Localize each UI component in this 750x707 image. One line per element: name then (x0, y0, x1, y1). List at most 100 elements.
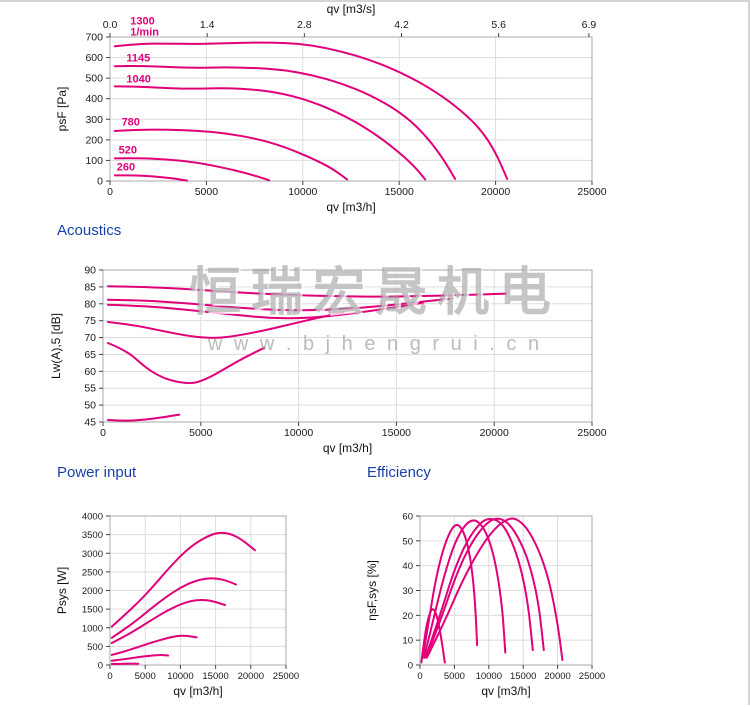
svg-text:80: 80 (84, 298, 96, 310)
curve-1300 (108, 286, 506, 296)
svg-text:20000: 20000 (238, 671, 264, 682)
svg-text:100: 100 (85, 155, 103, 167)
svg-text:300: 300 (85, 114, 103, 126)
curve-520 (115, 158, 269, 180)
svg-text:60: 60 (84, 366, 96, 378)
svg-text:0: 0 (408, 661, 413, 672)
svg-text:200: 200 (85, 134, 103, 146)
svg-text:15000: 15000 (382, 427, 411, 439)
svg-text:25000: 25000 (577, 427, 606, 439)
svg-text:Psys [W]: Psys [W] (55, 567, 69, 614)
svg-text:30: 30 (402, 586, 413, 597)
svg-text:700: 700 (85, 32, 103, 44)
svg-text:Lw(A),5 [dB]: Lw(A),5 [dB] (49, 313, 63, 379)
curve-label-1145: 1145 (126, 52, 150, 64)
svg-text:0: 0 (100, 427, 106, 439)
svg-text:50: 50 (84, 400, 96, 412)
svg-text:500: 500 (85, 73, 103, 85)
acoustics-chart: 0 5000 10000 15000 20000 25000 45 50 55 60 65 70 75 8… (0, 252, 750, 460)
svg-text:20000: 20000 (481, 186, 510, 198)
svg-text:2.8: 2.8 (297, 19, 312, 31)
svg-text:10000: 10000 (284, 427, 313, 439)
svg-text:1500: 1500 (82, 605, 103, 616)
svg-text:20: 20 (402, 611, 413, 622)
svg-text:5000: 5000 (135, 671, 156, 682)
curve-label-780: 780 (122, 116, 140, 128)
svg-text:0: 0 (417, 671, 422, 682)
svg-text:3000: 3000 (82, 549, 103, 560)
curve-780 (108, 313, 344, 338)
svg-text:0: 0 (107, 186, 113, 198)
svg-text:25000: 25000 (273, 671, 299, 682)
curve-1040 (108, 303, 423, 318)
curve-1300 (112, 533, 255, 627)
svg-text:5000: 5000 (444, 671, 465, 682)
svg-text:70: 70 (84, 332, 96, 344)
svg-text:2000: 2000 (82, 586, 103, 597)
svg-text:0.0: 0.0 (103, 19, 118, 31)
svg-text:0: 0 (97, 176, 103, 188)
svg-text:2500: 2500 (82, 567, 103, 578)
svg-text:90: 90 (84, 265, 96, 277)
svg-text:1.4: 1.4 (200, 19, 215, 31)
svg-text:20000: 20000 (480, 427, 509, 439)
curve-1145 (426, 519, 544, 658)
svg-text:50: 50 (402, 536, 413, 547)
svg-text:6.9: 6.9 (582, 19, 597, 31)
curve-520 (112, 655, 168, 661)
svg-text:15000: 15000 (510, 671, 536, 682)
svg-text:25000: 25000 (579, 671, 605, 682)
svg-text:4000: 4000 (82, 512, 103, 523)
power-chart: 0 5000 10000 15000 20000 25000 0 500 1000 1500 200… (0, 499, 330, 707)
curve-780 (115, 130, 347, 180)
svg-text:psF [Pa]: psF [Pa] (55, 87, 69, 132)
efficiency-chart: 0 5000 10000 15000 20000 25000 0 10 20 30 40 50 60 qv… (330, 499, 660, 707)
svg-text:20000: 20000 (544, 671, 570, 682)
curve-260 (108, 415, 179, 421)
svg-text:5000: 5000 (195, 186, 219, 198)
pressure-chart: 0 5000 10000 15000 20000 25000 0 100 200 300 400 50… (0, 2, 750, 220)
svg-text:ηsF,sys [%]: ηsF,sys [%] (365, 560, 379, 621)
svg-text:10000: 10000 (476, 671, 502, 682)
svg-text:10000: 10000 (167, 671, 193, 682)
curve-label-1040: 1040 (126, 73, 150, 85)
svg-text:5.6: 5.6 (491, 19, 506, 31)
svg-text:qv [m3/h]: qv [m3/h] (326, 200, 375, 214)
section-title-efficiency: Efficiency (367, 464, 431, 481)
svg-text:65: 65 (84, 349, 96, 361)
svg-text:400: 400 (85, 93, 103, 105)
svg-text:75: 75 (84, 315, 96, 327)
svg-text:0: 0 (98, 661, 103, 672)
svg-text:15000: 15000 (202, 671, 228, 682)
curve-260 (115, 175, 187, 180)
svg-text:55: 55 (84, 383, 96, 395)
svg-text:60: 60 (402, 512, 413, 523)
svg-text:qv [m3/h]: qv [m3/h] (323, 441, 372, 455)
svg-text:0: 0 (107, 671, 112, 682)
curve-label-520: 520 (119, 145, 137, 157)
svg-text:15000: 15000 (385, 186, 414, 198)
svg-text:10000: 10000 (288, 186, 317, 198)
svg-text:10: 10 (402, 636, 413, 647)
svg-text:25000: 25000 (577, 186, 606, 198)
curve-label-260: 260 (117, 162, 135, 174)
curve-520 (108, 343, 265, 383)
svg-text:600: 600 (85, 52, 103, 64)
curve-780 (112, 636, 197, 655)
svg-text:500: 500 (87, 642, 103, 653)
svg-text:40: 40 (402, 561, 413, 572)
svg-text:45: 45 (84, 417, 96, 429)
svg-text:4.2: 4.2 (394, 19, 409, 31)
svg-text:qv [m3/s]: qv [m3/s] (327, 2, 376, 16)
svg-text:3500: 3500 (82, 530, 103, 541)
svg-text:1000: 1000 (82, 623, 103, 634)
curve-1145 (115, 66, 455, 179)
svg-text:5000: 5000 (189, 427, 213, 439)
svg-text:85: 85 (84, 281, 96, 293)
svg-text:qv [m3/h]: qv [m3/h] (481, 684, 530, 698)
section-title-acoustics: Acoustics (57, 222, 121, 239)
curve-1040 (112, 600, 225, 643)
curve-label2-1300: 1/min (130, 27, 159, 39)
section-title-power: Power input (57, 464, 136, 481)
